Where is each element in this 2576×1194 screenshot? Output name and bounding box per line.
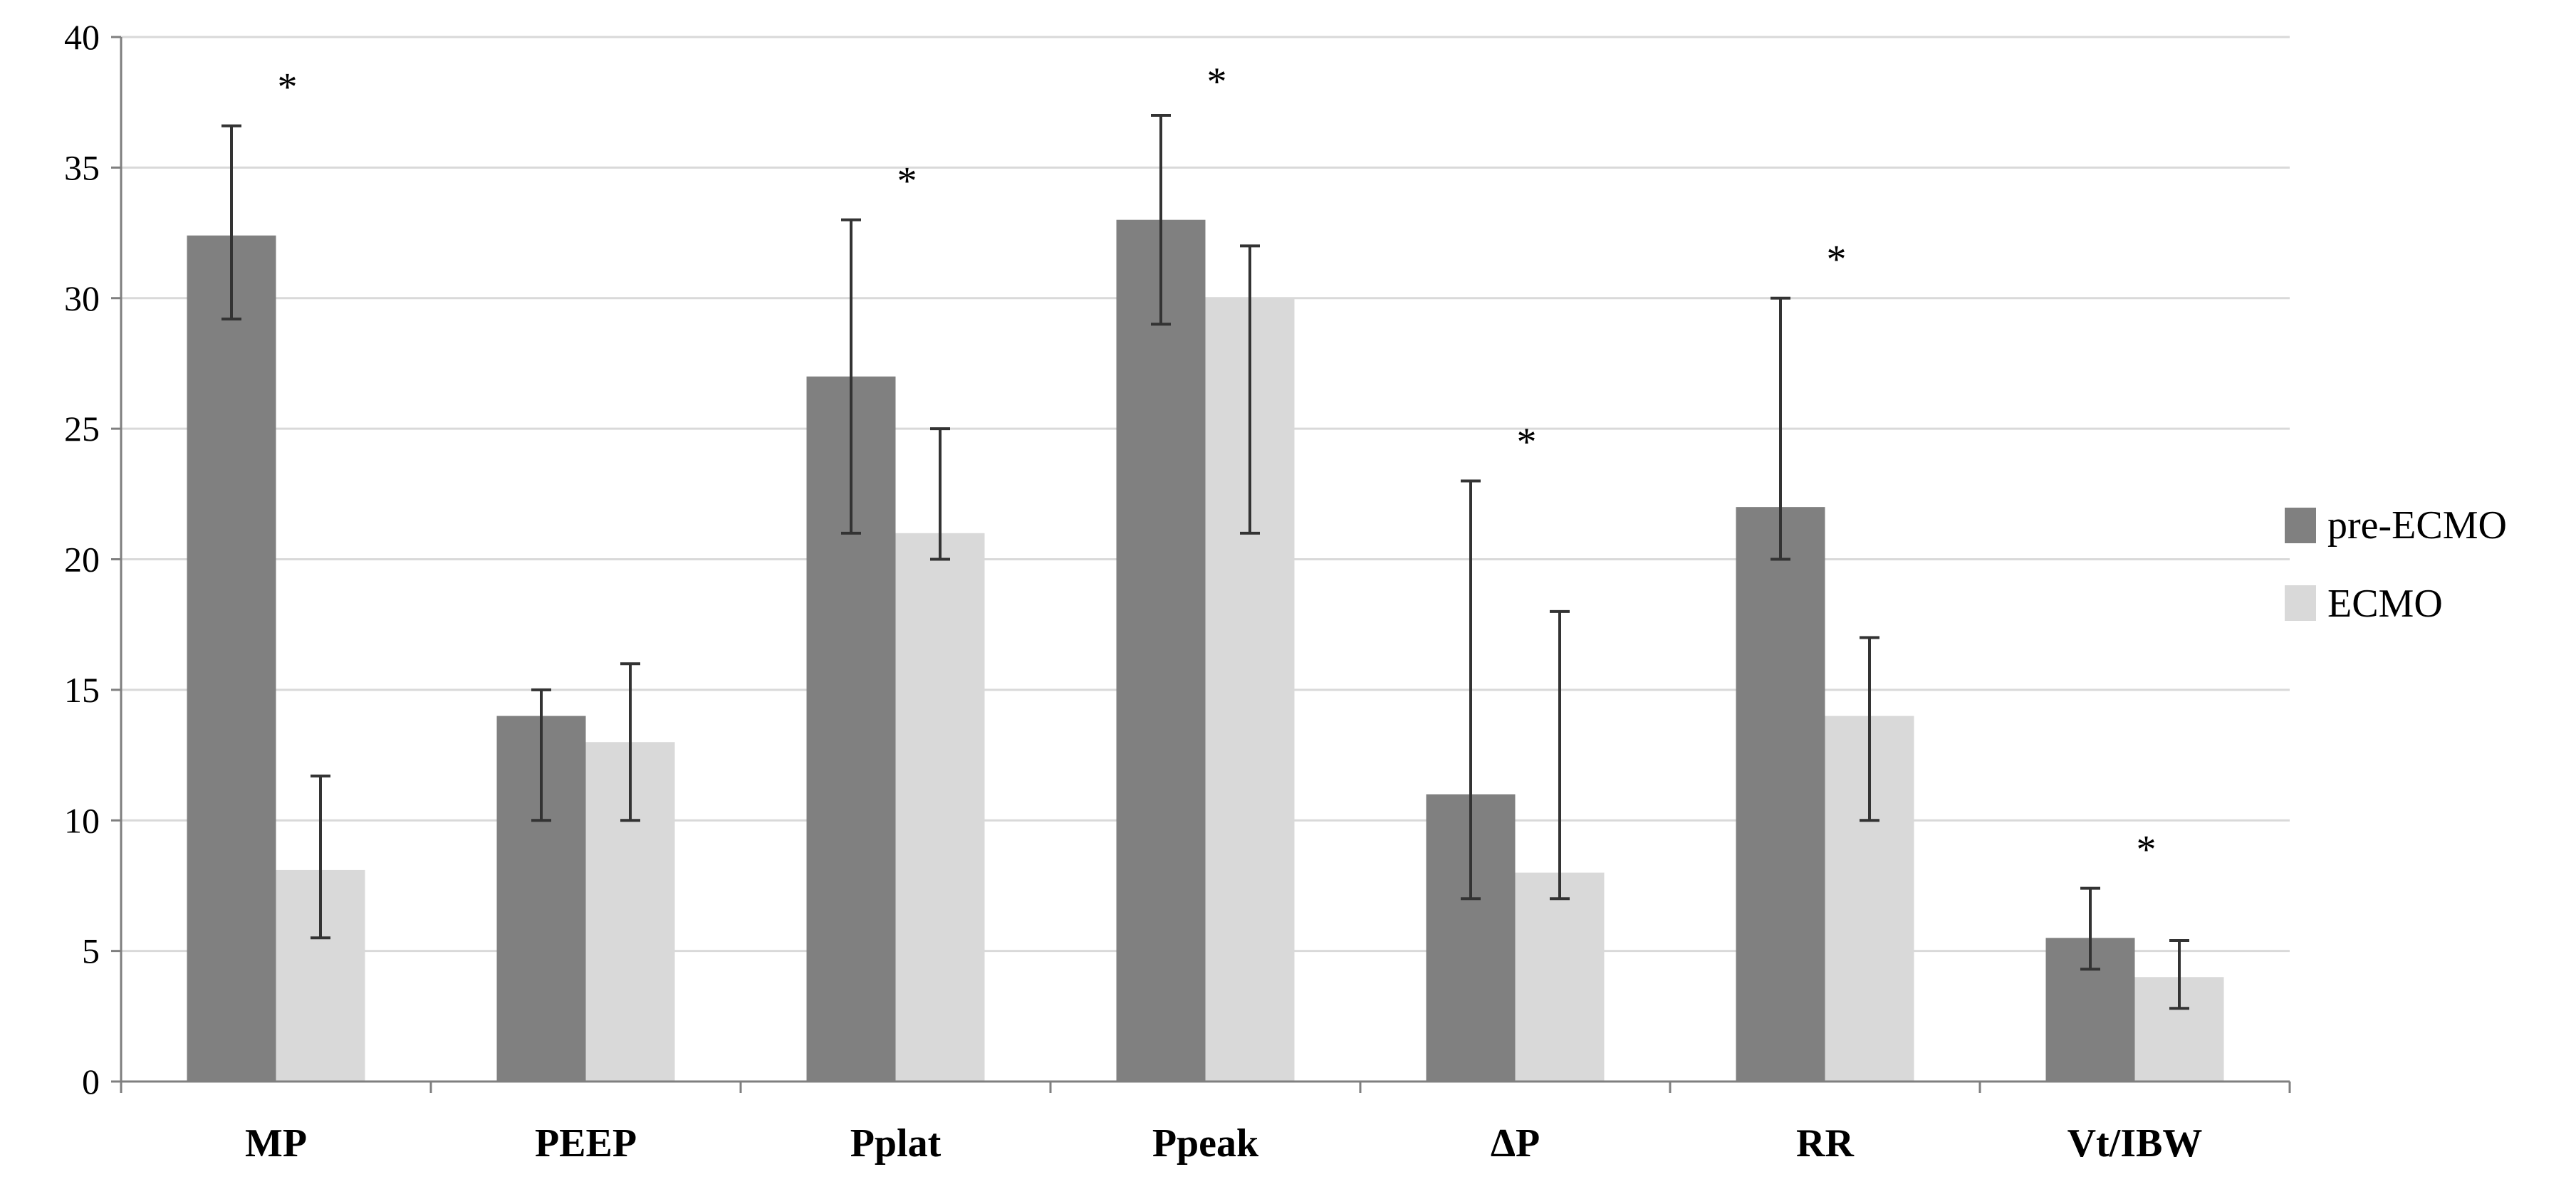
axes (111, 36, 2291, 1093)
x-category-labels: MP PEEP Pplat Ppeak ΔP RR Vt/IBW (245, 1121, 2202, 1166)
significance-star-rr: * (1827, 237, 1847, 281)
error-bar-ecmo-mp (311, 774, 330, 940)
error-bar-pre-ecmo-vt-ibw (2080, 886, 2100, 971)
y-tick-label-35: 35 (64, 147, 100, 187)
error-bar-ecmo-ppeak (1240, 244, 1260, 535)
error-bar-pre-ecmo-ppeak (1151, 114, 1171, 326)
significance-star-pplat: * (897, 159, 917, 203)
legend-label-ecmo: ECMO (2327, 582, 2443, 626)
bar-pre-ecmo-rr (1736, 507, 1825, 1082)
y-tick-labels: 0 5 10 15 20 25 30 35 40 (64, 17, 100, 1101)
error-bar-pre-ecmo-pplat (841, 218, 861, 535)
y-tick-label-30: 30 (64, 278, 100, 318)
error-bar-pre-ecmo-delta-p (1461, 479, 1481, 901)
x-category-label-vt-ibw: Vt/IBW (2067, 1121, 2203, 1166)
legend-swatch-ecmo (2285, 585, 2316, 621)
error-bar-ecmo-pplat (930, 427, 950, 561)
legend: pre-ECMO ECMO (2285, 503, 2507, 626)
x-category-label-delta-p: ΔP (1491, 1121, 1540, 1166)
significance-star-ppeak: * (1207, 60, 1227, 104)
y-tick-label-20: 20 (64, 540, 100, 580)
bar-pre-ecmo-mp (187, 235, 276, 1082)
y-tick-label-5: 5 (82, 931, 100, 971)
x-category-label-peep: PEEP (535, 1121, 637, 1166)
error-bar-ecmo-vt-ibw (2169, 938, 2189, 1010)
x-category-label-pplat: Pplat (850, 1121, 942, 1166)
error-bar-pre-ecmo-mp (221, 124, 241, 321)
significance-star-mp: * (278, 65, 298, 109)
y-tick-label-0: 0 (82, 1062, 100, 1101)
error-bar-pre-ecmo-rr (1771, 296, 1790, 561)
error-bars (221, 114, 2189, 1010)
x-category-label-ppeak: Ppeak (1152, 1121, 1259, 1166)
y-tick-label-25: 25 (64, 409, 100, 449)
bar-pre-ecmo-ppeak (1116, 219, 1206, 1082)
y-tick-label-10: 10 (64, 800, 100, 840)
x-category-label-rr: RR (1796, 1121, 1854, 1166)
legend-swatch-pre-ecmo (2285, 508, 2316, 543)
y-tick-label-15: 15 (64, 670, 100, 710)
error-bar-ecmo-rr (1860, 636, 1879, 822)
error-bar-pre-ecmo-peep (531, 688, 551, 822)
error-bar-ecmo-delta-p (1550, 609, 1570, 901)
significance-star-delta-p: * (1517, 420, 1537, 464)
y-tick-label-40: 40 (64, 17, 100, 57)
significance-markers: * * * * * * (278, 60, 2157, 871)
bars (187, 219, 2224, 1082)
x-category-label-mp: MP (245, 1121, 307, 1166)
bar-ecmo-pplat (895, 533, 985, 1082)
legend-label-pre-ecmo: pre-ECMO (2327, 503, 2507, 548)
bar-ecmo-delta-p (1515, 872, 1605, 1082)
significance-star-vt-ibw: * (2137, 827, 2157, 871)
error-bar-ecmo-peep (620, 662, 640, 822)
